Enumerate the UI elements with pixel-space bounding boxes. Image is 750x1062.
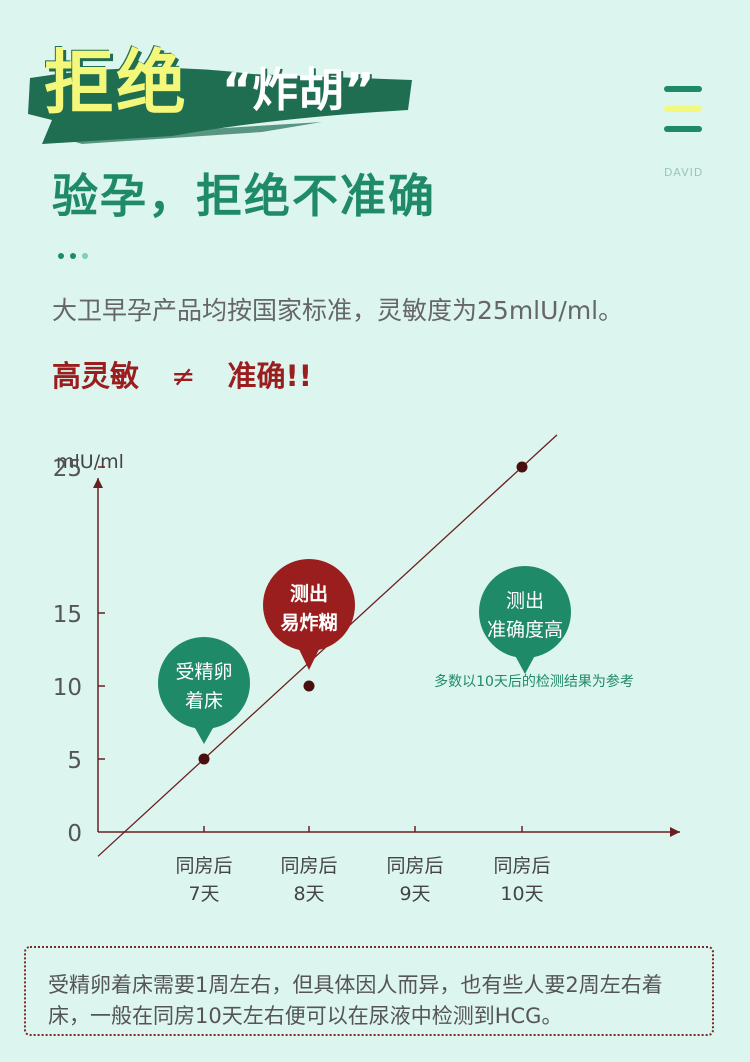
y-tick-label: 0: [67, 821, 82, 847]
intro-text: 大卫早孕产品均按国家标准，灵敏度为25mlU/ml。: [52, 296, 624, 325]
y-tick-label: 25: [53, 456, 82, 482]
x-axis-arrow: [670, 827, 680, 837]
chart-annotation: 多数以10天后的检测结果为参考: [434, 673, 634, 690]
warning-right: 准确!!: [227, 359, 312, 393]
title-main: 拒绝: [44, 42, 188, 124]
title-quote: “炸胡”: [222, 63, 375, 117]
menu-icon[interactable]: [664, 86, 702, 146]
data-point: [516, 461, 528, 473]
subtitle: 验孕，拒绝不准确: [52, 169, 436, 223]
x-tick-label: 8天: [293, 883, 324, 905]
callout-label: 着床: [185, 690, 223, 712]
callout-bubble: [263, 559, 355, 651]
callout-bubble: [158, 637, 250, 729]
warning-line: 高灵敏 ≠ 准确!!: [52, 356, 312, 396]
not-equal-sign: ≠: [171, 359, 196, 393]
y-axis-arrow: [93, 478, 103, 488]
y-tick-label: 10: [53, 675, 82, 701]
footnote-text: 受精卵着床需要1周左右，但具体因人而异，也有些人要2周左右着床，一般在同房10天…: [48, 973, 663, 1028]
callout-label: 受精卵: [175, 661, 232, 683]
data-point: [303, 680, 315, 692]
dots-decoration: [58, 244, 94, 263]
footnote-box: 受精卵着床需要1周左右，但具体因人而异，也有些人要2周左右着床，一般在同房10天…: [24, 946, 714, 1036]
callout-label: 测出: [290, 582, 328, 605]
warning-left: 高灵敏: [52, 359, 140, 393]
callout-label: 测出: [506, 590, 544, 612]
brush-stroke-background: [28, 67, 412, 144]
y-tick-label: 5: [67, 748, 82, 774]
x-tick-label: 10天: [500, 883, 543, 905]
x-tick-label: 同房后: [493, 855, 550, 877]
brand-label: DAVID: [664, 166, 704, 179]
y-tick-label: 15: [53, 602, 82, 628]
x-tick-label: 9天: [399, 883, 430, 905]
x-tick-label: 同房后: [280, 855, 337, 877]
x-tick-label: 同房后: [386, 855, 443, 877]
callout-bubble: [479, 566, 571, 658]
x-tick-label: 同房后: [175, 855, 232, 877]
callout-label: 易炸糊: [280, 611, 337, 634]
x-tick-label: 7天: [188, 883, 219, 905]
y-axis-label: mlU/ml: [56, 451, 124, 473]
data-point: [198, 753, 210, 765]
callout-label: 准确度高: [487, 619, 563, 641]
